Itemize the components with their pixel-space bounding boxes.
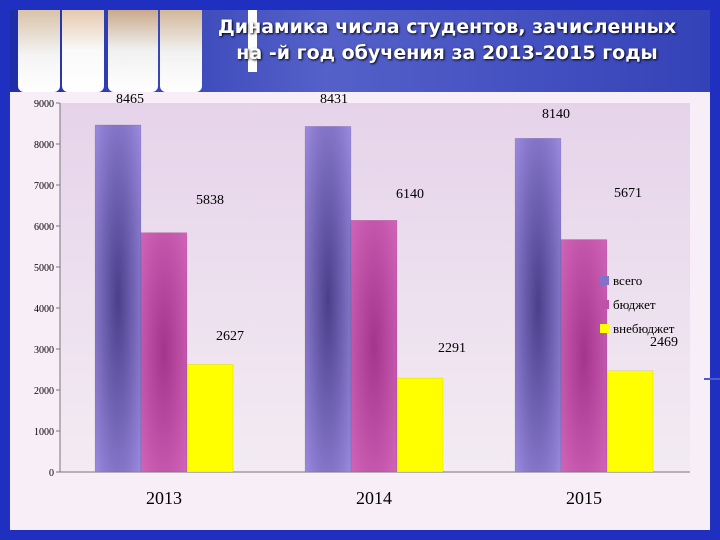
y-tick-label: 6000	[34, 222, 54, 233]
bar-всего-2015	[514, 138, 562, 473]
legend-label-внебюджет: внебюджет	[613, 321, 675, 336]
doctor-photo-4	[160, 10, 202, 92]
y-tick-label: 2000	[34, 386, 54, 397]
data-label: 5838	[196, 193, 224, 208]
data-label: 6140	[396, 187, 424, 202]
title-line-1: Динамика числа студентов, зачисленных	[217, 16, 677, 38]
legend-swatch-бюджет	[600, 300, 609, 309]
title-accent-bar	[248, 10, 257, 72]
y-tick-label: 8000	[34, 140, 54, 151]
legend-swatch-внебюджет	[600, 324, 609, 333]
y-tick-label: 3000	[34, 345, 54, 356]
bar-бюджет-2013	[140, 232, 188, 473]
bar-внебюджет-2014	[396, 377, 444, 473]
y-tick-label: 1000	[34, 427, 54, 438]
data-label: 5671	[614, 186, 642, 201]
bar-бюджет-2014	[350, 220, 398, 473]
data-label: 2291	[438, 341, 466, 356]
doctor-photo-1	[18, 10, 60, 92]
data-label: 2469	[650, 335, 678, 350]
side-accent-line	[704, 378, 720, 380]
header-banner	[10, 10, 710, 92]
x-tick-label: 2014	[356, 488, 392, 508]
title-line-2: на -й год обучения за 2013-2015 годы	[236, 42, 658, 64]
y-tick-label: 7000	[34, 181, 54, 192]
bar-бюджет-2015	[560, 239, 608, 473]
y-tick-label: 4000	[34, 304, 54, 315]
doctor-photo-2	[62, 10, 104, 92]
doctor-photo-3	[108, 10, 158, 92]
data-label: 8431	[320, 92, 348, 107]
data-label: 8140	[542, 107, 570, 122]
x-tick-label: 2015	[566, 488, 602, 508]
legend-label-бюджет: бюджет	[613, 297, 656, 312]
bar-всего-2014	[304, 126, 352, 473]
bar-внебюджет-2015	[606, 370, 654, 473]
chart-title: Динамика числа студентов, зачисленных на…	[192, 14, 702, 66]
data-label: 2627	[216, 329, 244, 344]
legend-label-всего: всего	[613, 273, 642, 288]
y-tick-label: 5000	[34, 263, 54, 274]
legend-swatch-всего	[600, 276, 609, 285]
y-tick-label: 0	[49, 468, 54, 479]
data-label: 8465	[116, 92, 144, 107]
bar-всего-2013	[94, 124, 142, 473]
y-tick-label: 9000	[34, 99, 54, 110]
bar-внебюджет-2013	[186, 364, 234, 473]
x-tick-label: 2013	[146, 488, 182, 508]
